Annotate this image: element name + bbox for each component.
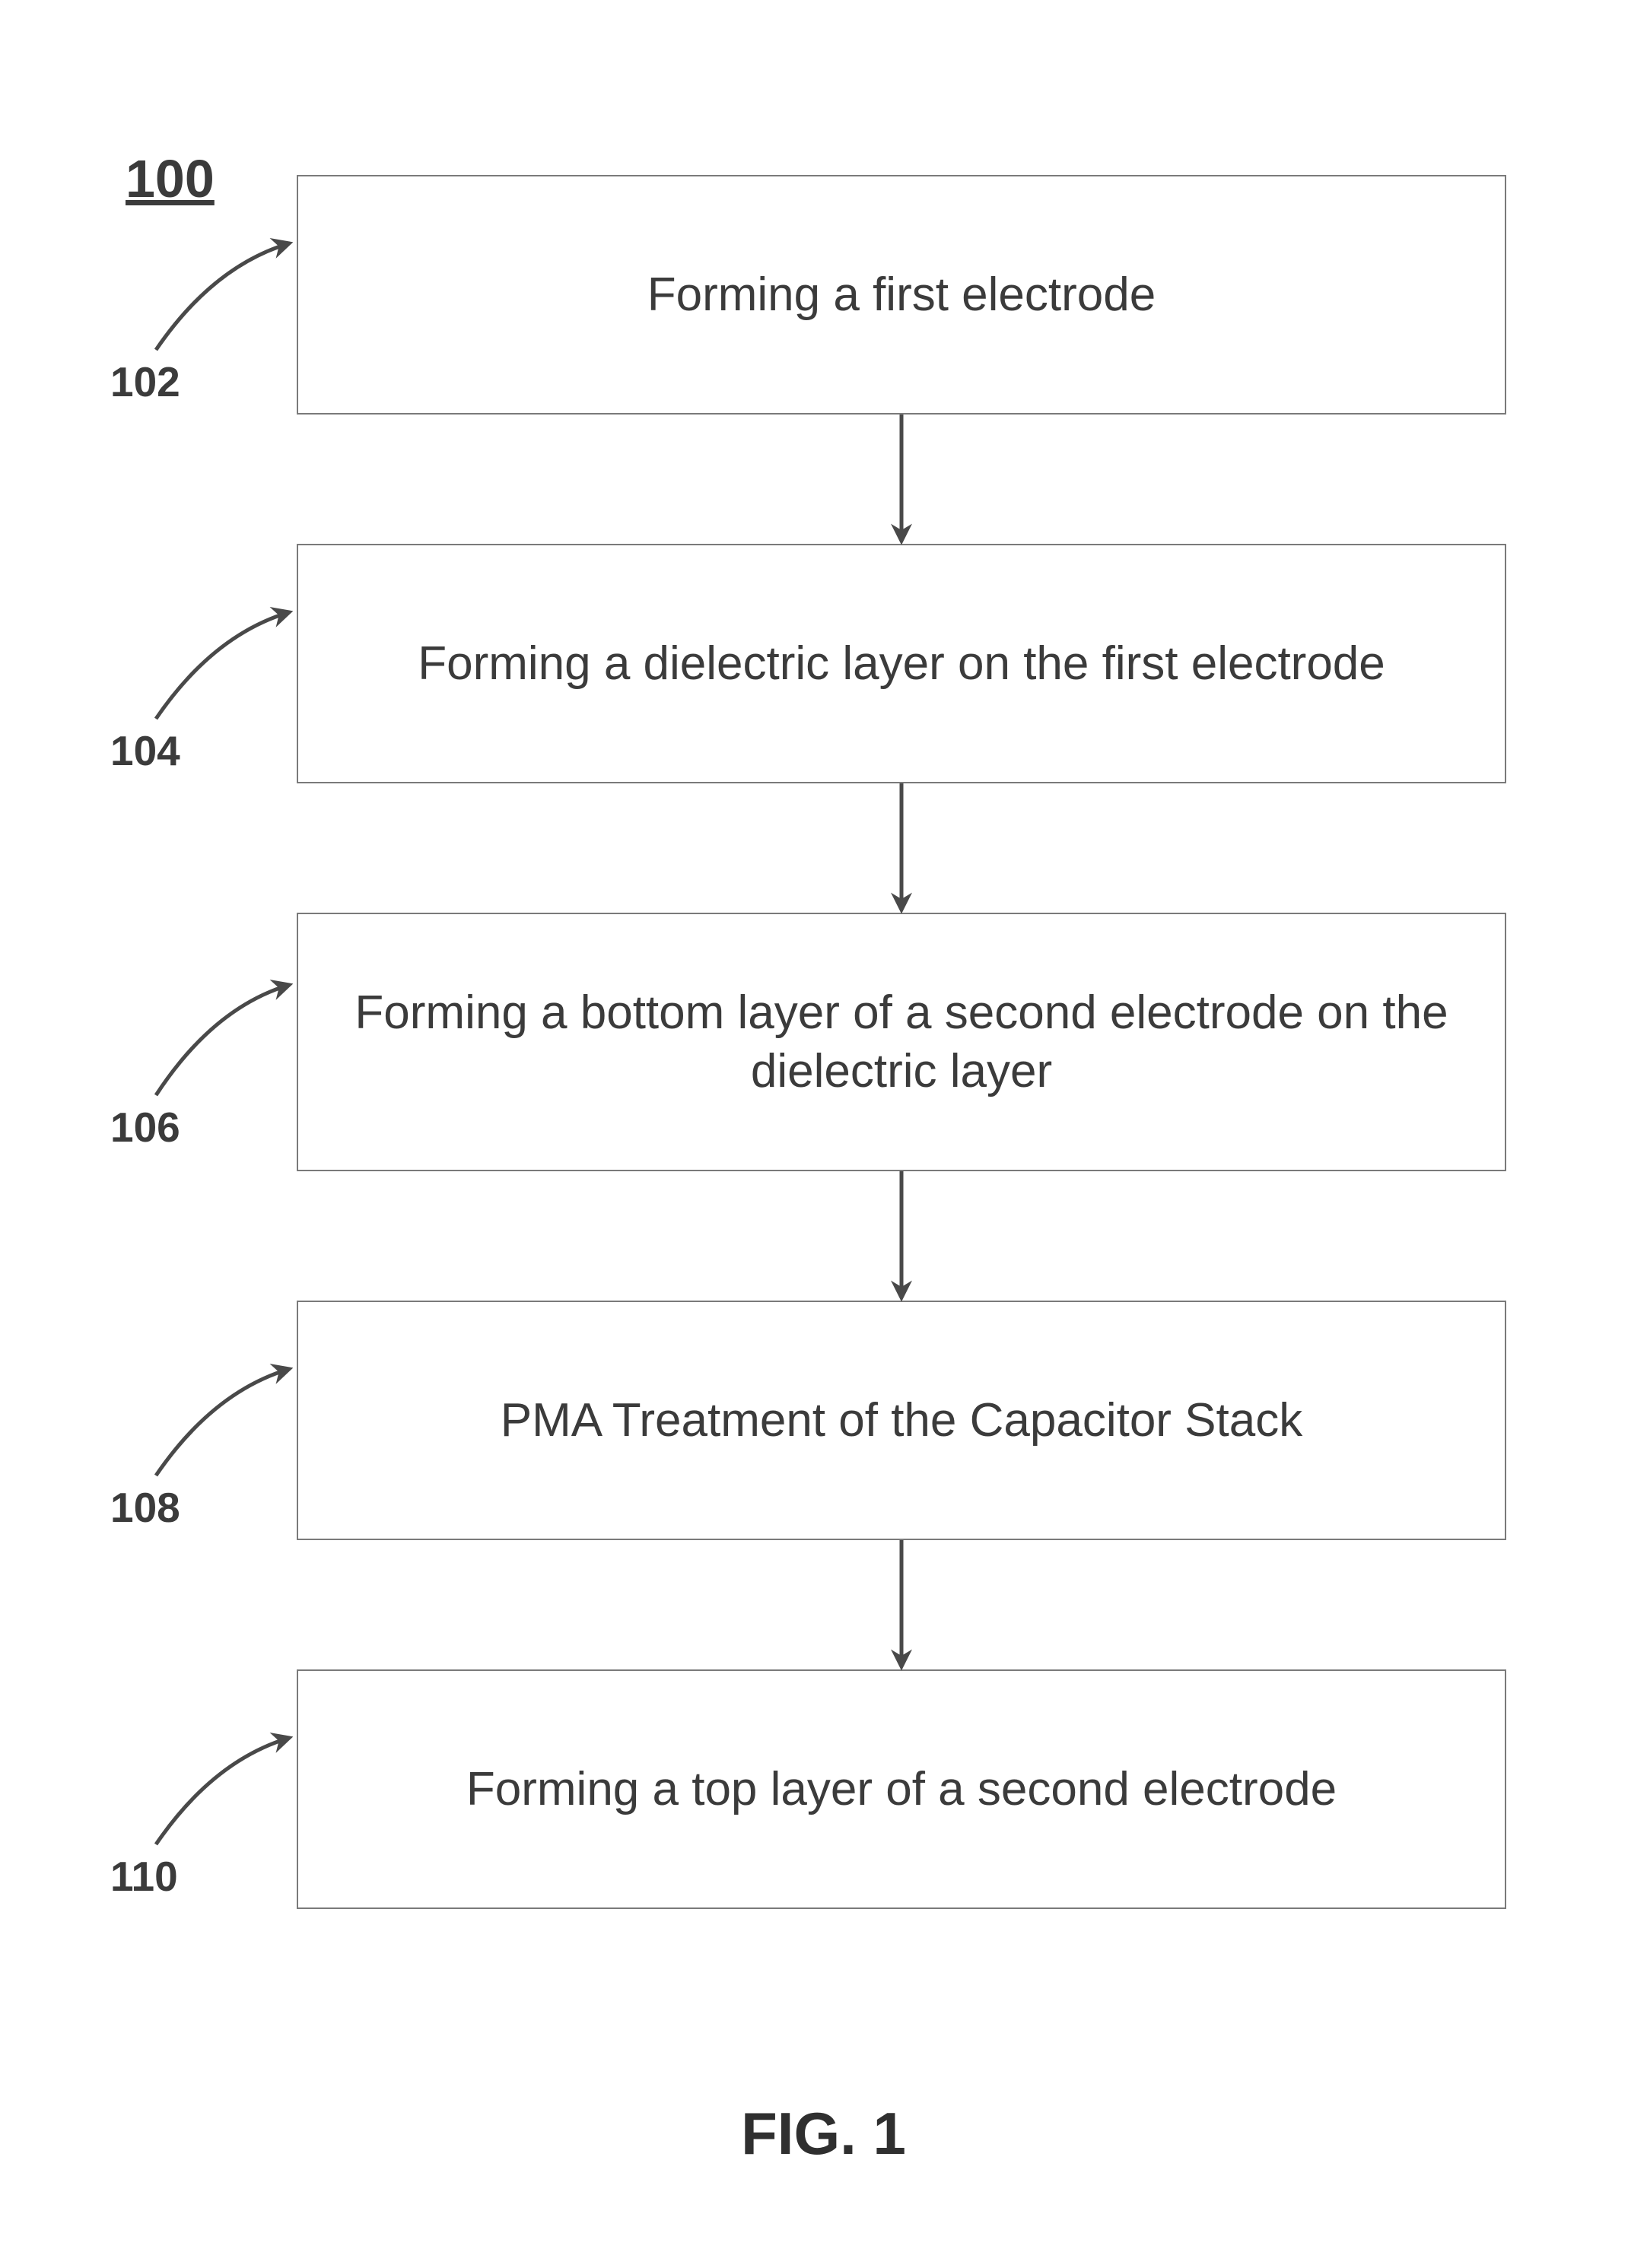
- flow-step-text: Forming a top layer of a second electrod…: [466, 1760, 1337, 1819]
- figure-page: 100 Forming a first electrode Forming a …: [0, 0, 1647, 2268]
- flow-step-106: Forming a bottom layer of a second elect…: [297, 913, 1506, 1171]
- figure-number: 100: [126, 148, 215, 209]
- flow-step-108: PMA Treatment of the Capacitor Stack: [297, 1301, 1506, 1540]
- flow-step-102: Forming a first electrode: [297, 175, 1506, 415]
- leader-arrow: [156, 612, 289, 719]
- step-ref-102: 102: [110, 357, 180, 406]
- flow-step-text: Forming a dielectric layer on the first …: [418, 634, 1385, 694]
- flow-step-text: PMA Treatment of the Capacitor Stack: [501, 1391, 1302, 1450]
- figure-caption: FIG. 1: [0, 2099, 1647, 2168]
- flow-step-text: Forming a bottom layer of a second elect…: [344, 983, 1459, 1101]
- step-ref-110: 110: [110, 1852, 178, 1901]
- flow-step-text: Forming a first electrode: [647, 265, 1156, 325]
- flow-step-110: Forming a top layer of a second electrod…: [297, 1669, 1506, 1909]
- leader-arrow: [156, 1738, 289, 1844]
- leader-arrow: [156, 1369, 289, 1475]
- flow-step-104: Forming a dielectric layer on the first …: [297, 544, 1506, 783]
- leader-arrow: [156, 985, 289, 1095]
- step-ref-104: 104: [110, 726, 180, 775]
- step-ref-108: 108: [110, 1483, 180, 1532]
- step-ref-106: 106: [110, 1103, 180, 1151]
- leader-arrow: [156, 243, 289, 350]
